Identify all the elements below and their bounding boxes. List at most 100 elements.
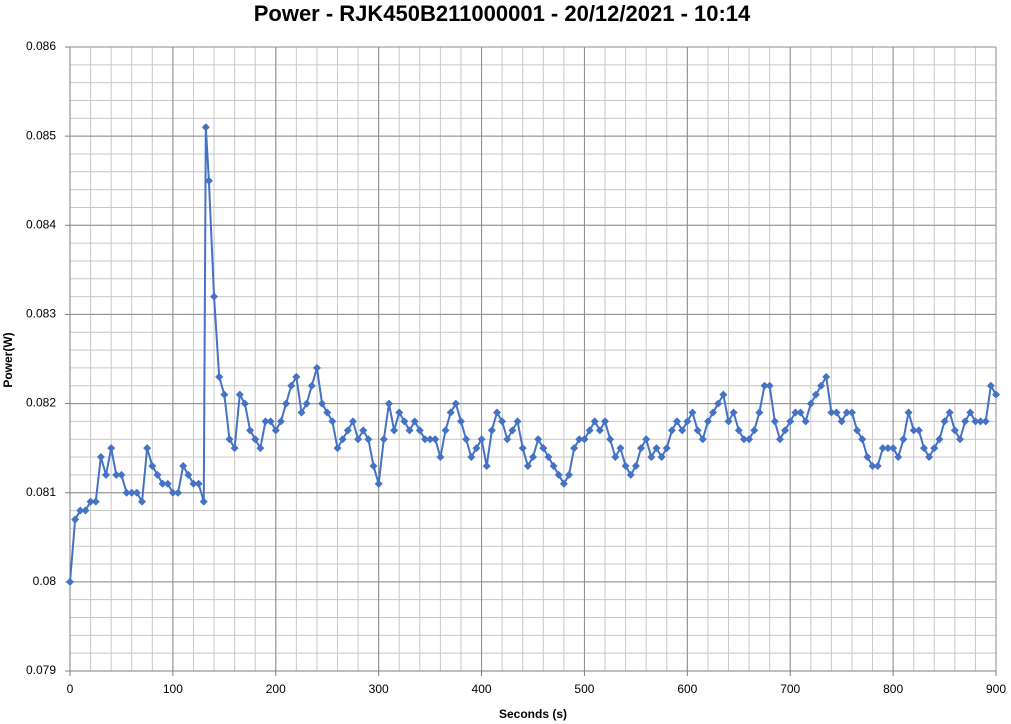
data-point bbox=[261, 417, 270, 426]
data-point bbox=[405, 426, 414, 435]
data-point bbox=[400, 417, 409, 426]
data-point bbox=[201, 123, 210, 132]
data-point bbox=[523, 461, 532, 470]
data-point bbox=[518, 444, 527, 453]
data-point bbox=[575, 435, 584, 444]
data-point bbox=[287, 381, 296, 390]
data-point bbox=[827, 408, 836, 417]
data-point bbox=[307, 381, 316, 390]
data-point bbox=[302, 399, 311, 408]
data-point bbox=[873, 461, 882, 470]
data-point bbox=[616, 444, 625, 453]
y-tick-label: 0.086 bbox=[26, 39, 56, 53]
y-tick-label: 0.084 bbox=[26, 217, 56, 231]
data-point bbox=[981, 417, 990, 426]
data-point bbox=[657, 453, 666, 462]
data-point bbox=[451, 399, 460, 408]
data-point bbox=[204, 176, 213, 185]
data-point bbox=[631, 461, 640, 470]
data-point bbox=[138, 497, 147, 506]
data-point bbox=[559, 479, 568, 488]
data-point bbox=[570, 444, 579, 453]
data-point bbox=[693, 426, 702, 435]
data-point bbox=[276, 417, 285, 426]
data-point bbox=[709, 408, 718, 417]
data-point bbox=[456, 417, 465, 426]
data-point bbox=[91, 497, 100, 506]
data-point bbox=[842, 408, 851, 417]
data-point bbox=[621, 461, 630, 470]
data-point bbox=[410, 417, 419, 426]
data-point bbox=[415, 426, 424, 435]
data-point bbox=[312, 363, 321, 372]
data-point bbox=[348, 417, 357, 426]
data-point bbox=[822, 372, 831, 381]
data-point bbox=[112, 470, 121, 479]
data-point bbox=[168, 488, 177, 497]
data-point bbox=[673, 417, 682, 426]
data-point bbox=[472, 444, 481, 453]
data-point bbox=[971, 417, 980, 426]
data-point bbox=[86, 497, 95, 506]
data-point bbox=[369, 461, 378, 470]
x-tick-label: 900 bbox=[986, 682, 1006, 696]
data-point bbox=[724, 417, 733, 426]
data-point bbox=[153, 470, 162, 479]
data-point bbox=[760, 381, 769, 390]
data-point bbox=[384, 399, 393, 408]
data-point bbox=[354, 435, 363, 444]
data-point bbox=[379, 435, 388, 444]
data-point bbox=[791, 408, 800, 417]
data-point bbox=[420, 435, 429, 444]
y-tick-label: 0.082 bbox=[26, 396, 56, 410]
data-point bbox=[775, 435, 784, 444]
data-point bbox=[868, 461, 877, 470]
data-point bbox=[225, 435, 234, 444]
data-point bbox=[215, 372, 224, 381]
data-point bbox=[96, 453, 105, 462]
data-point bbox=[590, 417, 599, 426]
data-point bbox=[976, 417, 985, 426]
data-point bbox=[323, 408, 332, 417]
y-tick-label: 0.083 bbox=[26, 307, 56, 321]
data-point bbox=[143, 444, 152, 453]
x-tick-label: 500 bbox=[574, 682, 594, 696]
data-point bbox=[853, 426, 862, 435]
data-point bbox=[637, 444, 646, 453]
data-point bbox=[338, 435, 347, 444]
data-point bbox=[961, 417, 970, 426]
data-point bbox=[554, 470, 563, 479]
data-point bbox=[76, 506, 85, 515]
data-point bbox=[662, 444, 671, 453]
data-point bbox=[431, 435, 440, 444]
data-point bbox=[467, 453, 476, 462]
data-point bbox=[817, 381, 826, 390]
data-point bbox=[940, 417, 949, 426]
x-tick-label: 600 bbox=[677, 682, 697, 696]
data-point bbox=[81, 506, 90, 515]
data-point bbox=[492, 408, 501, 417]
data-point bbox=[235, 390, 244, 399]
data-point bbox=[271, 426, 280, 435]
data-point bbox=[71, 515, 80, 524]
data-point bbox=[189, 479, 198, 488]
data-point bbox=[765, 381, 774, 390]
x-tick-label: 300 bbox=[369, 682, 389, 696]
data-point bbox=[909, 426, 918, 435]
x-tick-label: 400 bbox=[472, 682, 492, 696]
data-point bbox=[626, 470, 635, 479]
data-point bbox=[832, 408, 841, 417]
data-point bbox=[945, 408, 954, 417]
data-point bbox=[883, 444, 892, 453]
data-point bbox=[163, 479, 172, 488]
data-point bbox=[847, 408, 856, 417]
data-point bbox=[642, 435, 651, 444]
data-point bbox=[992, 390, 1000, 399]
data-point bbox=[770, 417, 779, 426]
data-point bbox=[801, 417, 810, 426]
data-point bbox=[266, 417, 275, 426]
data-point bbox=[899, 435, 908, 444]
data-point bbox=[117, 470, 126, 479]
data-point bbox=[786, 417, 795, 426]
